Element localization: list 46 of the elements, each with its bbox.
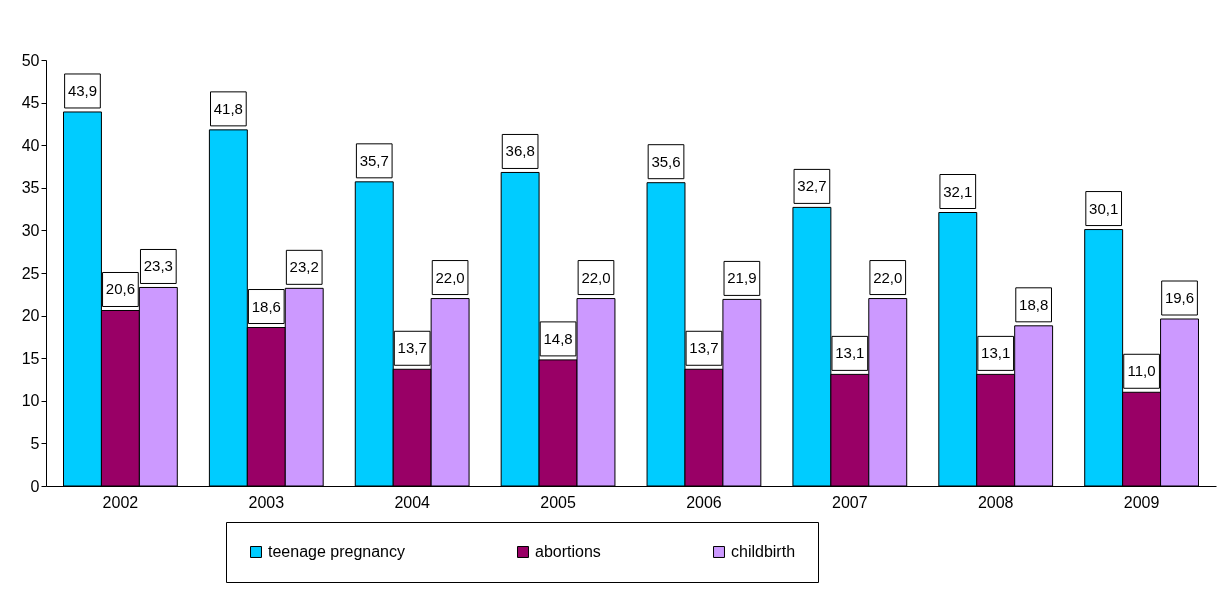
y-tick-label: 25 — [21, 264, 40, 282]
data-label: 43,9 — [67, 81, 98, 99]
y-tick-label: 35 — [21, 179, 40, 197]
data-label: 18,6 — [251, 297, 281, 315]
y-tick-label: 20 — [21, 307, 40, 325]
y-tick-label: 5 — [30, 434, 40, 452]
data-label: 36,8 — [505, 142, 535, 160]
data-label: 32,7 — [797, 177, 827, 195]
data-label: 18,8 — [1019, 295, 1049, 313]
x-tick-label: 2005 — [540, 493, 576, 511]
y-tick-label: 40 — [21, 136, 40, 154]
x-tick-label: 2006 — [686, 493, 722, 511]
legend-label: childbirth — [731, 543, 796, 560]
data-label: 13,1 — [835, 344, 865, 362]
y-tick-label: 50 — [21, 51, 40, 69]
x-tick-label: 2003 — [248, 493, 285, 511]
data-label: 35,6 — [651, 152, 681, 170]
data-label: 14,8 — [543, 329, 573, 347]
data-label: 41,8 — [213, 99, 243, 117]
x-tick-label: 2008 — [977, 493, 1014, 511]
data-label: 23,2 — [289, 258, 319, 276]
x-tick-label: 2002 — [102, 493, 139, 511]
data-label: 13,7 — [689, 339, 719, 357]
legend-label: teenage pregnancy — [268, 543, 405, 560]
legend-label: abortions — [535, 543, 601, 560]
data-label: 22,0 — [435, 268, 465, 286]
data-label: 32,1 — [943, 182, 973, 200]
y-tick-label: 0 — [30, 477, 40, 495]
data-label: 35,7 — [359, 151, 389, 169]
data-label: 13,1 — [981, 344, 1011, 362]
y-tick-label: 15 — [21, 349, 40, 367]
data-label: 30,1 — [1089, 199, 1119, 217]
data-label: 21,9 — [727, 269, 757, 287]
data-label: 23,3 — [143, 257, 173, 275]
x-tick-label: 2004 — [394, 493, 431, 511]
data-label: 22,0 — [873, 268, 903, 286]
data-label: 13,7 — [397, 339, 427, 357]
y-tick-label: 30 — [21, 221, 40, 239]
y-tick-label: 10 — [21, 392, 40, 410]
x-tick-label: 2007 — [832, 493, 868, 511]
data-label: 20,6 — [105, 280, 135, 298]
data-label: 11,0 — [1127, 362, 1156, 380]
y-tick-label: 45 — [21, 94, 40, 112]
data-label: 19,6 — [1164, 289, 1195, 307]
x-tick-label: 2009 — [1123, 493, 1160, 511]
data-label: 22,0 — [581, 268, 611, 286]
